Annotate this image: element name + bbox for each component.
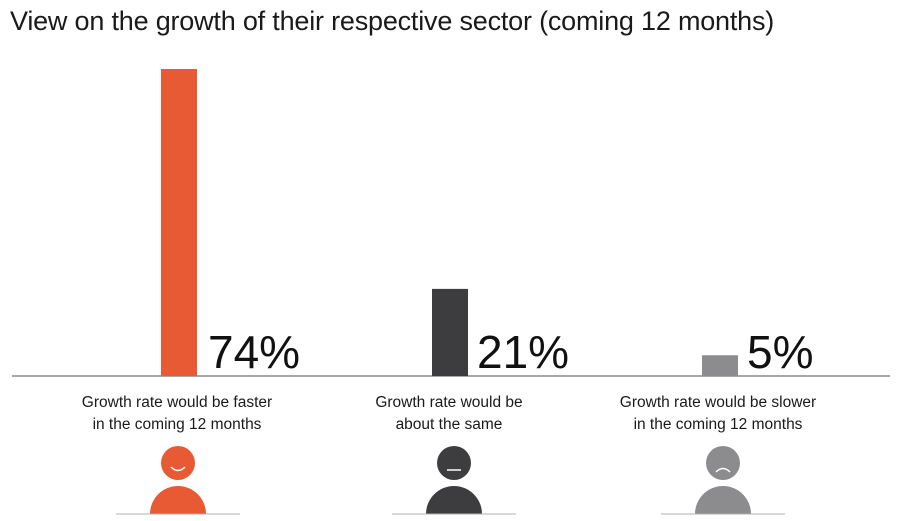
happy-face-icon — [150, 446, 206, 514]
chart-title: View on the growth of their respective s… — [10, 6, 775, 36]
neutral-face-icon — [426, 446, 482, 514]
category-label-3-line-1: Growth rate would be slower — [620, 394, 816, 411]
category-label-3-line-2: in the coming 12 months — [634, 416, 803, 433]
category-label-1-line-1: Growth rate would be faster — [82, 394, 272, 411]
icons-group — [116, 446, 785, 515]
category-label-2-line-2: about the same — [396, 416, 503, 433]
bar-3 — [702, 355, 738, 376]
bar-2 — [432, 288, 468, 376]
sad-face-icon — [695, 446, 751, 514]
value-label-3: 5% — [747, 326, 813, 378]
category-label-2-line-1: Growth rate would be — [375, 394, 522, 411]
value-label-2: 21% — [477, 326, 569, 378]
labels-group: 74% Growth rate would be faster in the com… — [82, 326, 816, 433]
bars-group — [161, 69, 738, 376]
value-label-1: 74% — [208, 326, 300, 378]
bar-1 — [161, 69, 197, 376]
category-label-1-line-2: in the coming 12 months — [93, 416, 262, 433]
